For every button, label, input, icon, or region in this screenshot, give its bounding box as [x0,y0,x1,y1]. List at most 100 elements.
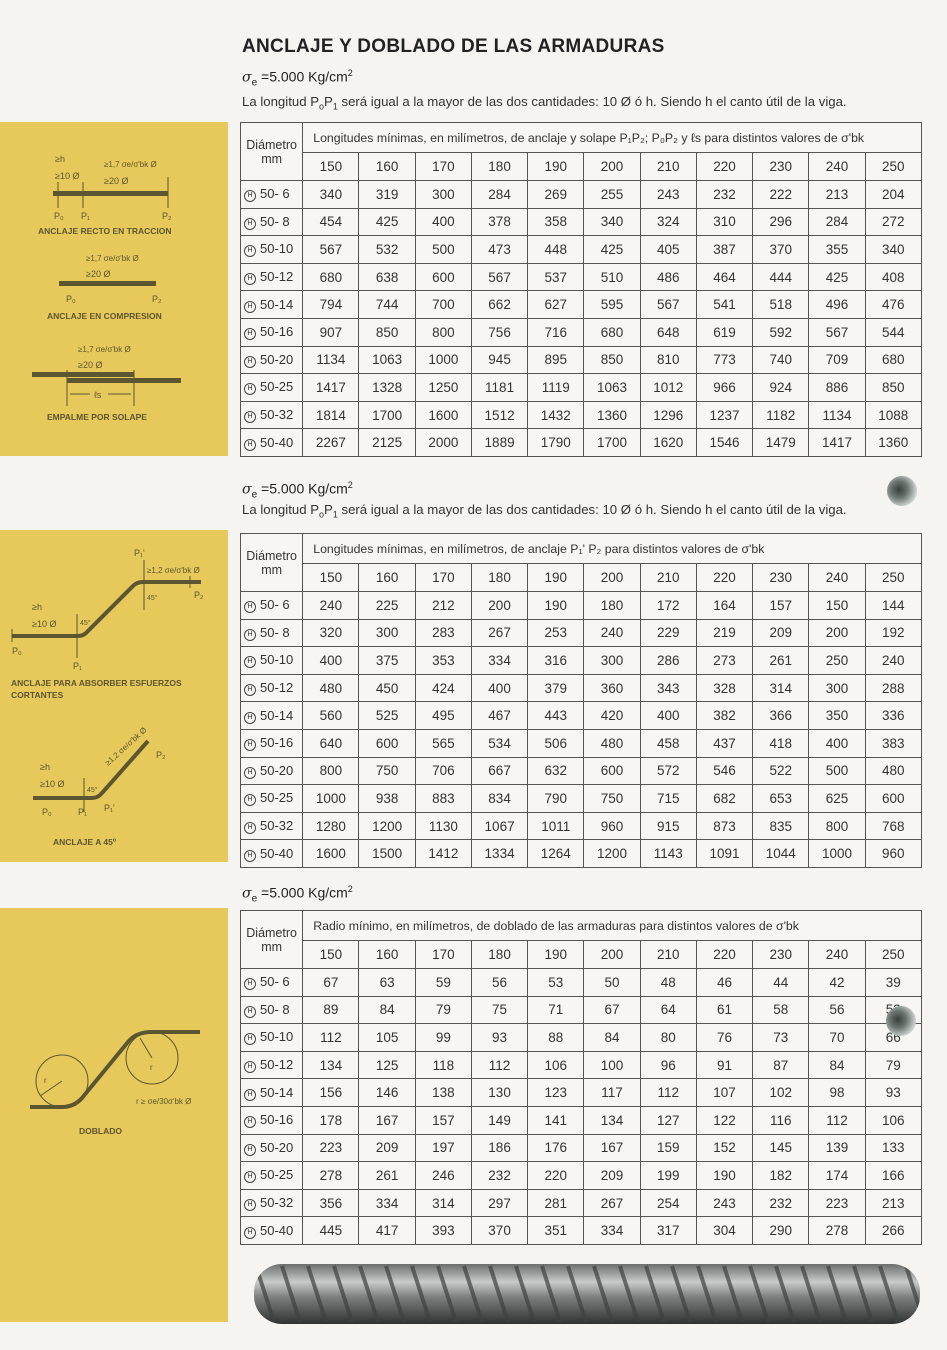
table-cell: 273 [695,646,754,675]
table-cell: 510 [583,262,641,292]
table-cell: 190 [695,1161,754,1190]
table-cell: 1044 [752,839,810,868]
row-diameter: H 50-32 [239,811,304,841]
table-cell: 99 [414,1023,472,1052]
circled-h-icon: H [244,656,256,669]
table-cell: 243 [639,180,697,209]
table-cell: 300 [808,673,866,703]
table-cell: 88 [527,1023,585,1052]
table-cell: 334 [583,1216,641,1245]
table-cell: 1328 [358,373,416,402]
table-cell: 340 [302,180,360,209]
row-diameter: H 50-16 [239,1105,304,1135]
table-cell: 209 [583,1161,641,1190]
table-cell: 1134 [808,400,866,430]
table-cell: 560 [302,701,360,730]
table-cell: 886 [808,373,866,402]
table-cell: 480 [302,673,360,703]
table-cell: 93 [470,1023,529,1052]
sigma-exp: 2 [347,68,353,78]
table-cell: 84 [808,1050,866,1080]
row-diameter-label: 50-10 [260,652,294,668]
table-cell: 146 [358,1078,416,1107]
row-diameter: H 50-40 [239,1216,304,1245]
table-row: H 50-32 1280 1200 1130 1067 1011 960 915 873 835 80… [239,811,923,841]
row-diameter: H 50-16 [239,728,304,758]
table-cell: 532 [358,235,416,264]
row-diameter: H 50-32 [239,1188,304,1218]
table-cell: 486 [639,262,697,292]
diameter-header: Diámetro mm [239,122,304,181]
table-cell: 180 [583,591,641,620]
table-cell: 144 [864,591,923,620]
table-cell: 127 [639,1105,697,1135]
rebar-bar [32,372,134,377]
sigma-value: =5.000 Kg/cm [257,480,348,497]
table-cell: 1237 [695,400,754,430]
diameter-unit-label: mm [261,939,283,954]
diagram-label: ≥1,7 σe/σ'bk Ø [104,160,157,169]
column-header-fck: 150 [302,563,360,592]
diagram-caption: CORTANTES [11,690,64,700]
table-row: H 50- 8 320 300 283 267 253 240 229 219 209 200 192 [239,618,923,648]
table-cell: 500 [808,756,866,786]
diagram-label: P₂ [152,294,162,304]
circled-h-icon: H [244,684,256,697]
note-pre: La longitud P [242,502,319,517]
circled-h-icon: H [244,1088,256,1101]
table-cell: 966 [695,373,754,402]
table-cell: 199 [639,1161,697,1190]
column-header-fck: 170 [414,563,472,592]
table-row: H 50-25 278 261 246 232 220 209 199 190 182 174 166 [239,1161,923,1190]
table-cell: 336 [864,701,923,730]
table-cell: 84 [583,1023,641,1052]
table-cell: 810 [639,345,697,375]
column-header-fck: 220 [695,940,754,969]
diagram-caption: ANCLAJE PARA ABSORBER ESFUERZOS [11,678,182,688]
anchorage-lap-table: Diámetro mm Longitudes mínimas, en milímet… [239,122,923,457]
table-cell: 213 [864,1188,923,1218]
table-cell: 272 [864,207,923,237]
table-cell: 284 [808,207,866,237]
row-diameter: H 50-25 [239,1161,304,1190]
row-diameter: H 50-10 [239,235,304,264]
table-cell: 174 [808,1161,866,1190]
table-cell: 383 [864,728,923,758]
column-header-fck: 210 [639,940,697,969]
table-cell: 370 [752,235,810,264]
table-cell: 850 [358,317,416,347]
table-cell: 1000 [414,345,472,375]
circled-h-icon: H [244,217,256,230]
table-cell: 382 [695,701,754,730]
row-diameter-label: 50- 6 [260,597,290,613]
diagram-label: ℓs [94,390,102,400]
column-header-fck: 160 [358,563,416,592]
circled-h-icon: H [244,711,256,724]
table-cell: 240 [583,618,641,648]
table-row: H 50-40 2267 2125 2000 1889 1790 1700 1620 1546 14… [239,428,923,457]
row-diameter-label: 50-10 [260,241,294,257]
table-cell: 915 [639,811,697,841]
table-cell: 64 [639,995,697,1025]
table-cell: 48 [639,968,697,997]
table-cell: 1200 [358,811,416,841]
table-cell: 149 [470,1105,529,1135]
diagram-label: P₀ [12,646,22,656]
table-cell: 600 [864,784,923,813]
row-diameter: H 50-14 [239,290,304,319]
table-cell: 444 [752,262,810,292]
table-cell: 278 [302,1161,360,1190]
row-diameter-label: 50-40 [260,1222,294,1238]
table-row: H 50- 6 240 225 212 200 190 180 172 164 157 150 144 [239,591,923,620]
table-cell: 541 [695,290,754,319]
row-diameter-label: 50-20 [260,762,294,778]
row-diameter-label: 50-10 [260,1029,294,1045]
row-diameter-label: 50-16 [260,735,294,751]
table-cell: 176 [527,1133,585,1163]
diagram-label: P₀ [54,211,64,221]
table-cell: 1134 [302,345,360,375]
table-cell: 232 [752,1188,810,1218]
table-row: H 50-32 356 334 314 297 281 267 254 243 232 223 213 [239,1188,923,1218]
table-cell: 480 [864,756,923,786]
